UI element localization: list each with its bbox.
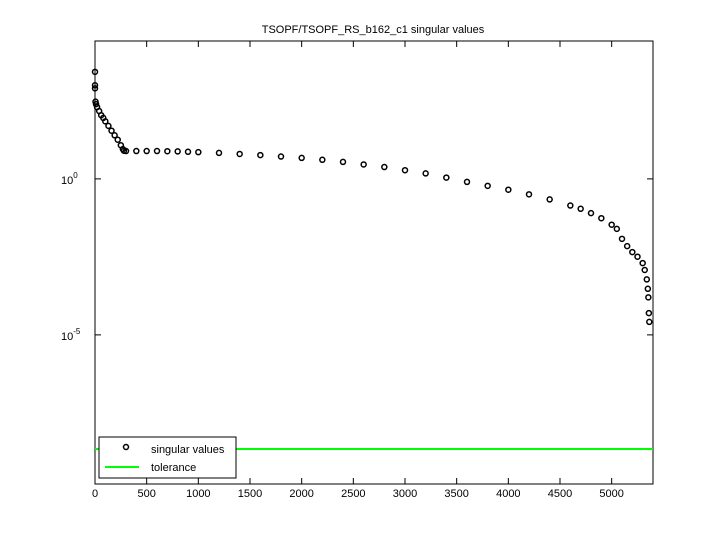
y-tick-label: 10-5 — [61, 327, 81, 343]
y-tick-exponent: -5 — [73, 327, 81, 336]
data-point — [111, 132, 118, 139]
chart-title: TSOPF/TSOPF_RS_b162_c1 singular values — [262, 24, 485, 36]
data-point — [644, 285, 652, 293]
data-point — [623, 242, 631, 250]
data-point — [463, 178, 471, 186]
data-point — [422, 170, 429, 177]
plot-frame — [94, 40, 654, 485]
data-point — [645, 294, 652, 301]
data-point — [443, 174, 450, 181]
data-point — [618, 235, 626, 243]
data-point — [91, 82, 99, 89]
data-point — [215, 149, 223, 157]
data-point — [92, 100, 100, 108]
legend-label: singular values — [151, 444, 225, 456]
x-tick-label: 3000 — [393, 488, 417, 500]
data-point — [608, 221, 615, 228]
data-point — [105, 122, 112, 130]
data-point — [639, 259, 646, 267]
data-point — [164, 147, 171, 155]
data-point — [646, 318, 653, 326]
data-point — [381, 163, 388, 171]
data-point — [236, 150, 243, 158]
data-point — [133, 147, 140, 155]
data-point — [401, 166, 409, 174]
data-point — [505, 186, 512, 193]
x-tick-label: 2000 — [289, 488, 313, 500]
data-point — [567, 202, 574, 209]
legend-label: tolerance — [151, 462, 196, 474]
data-point — [108, 127, 115, 134]
data-point — [319, 156, 326, 164]
data-point — [195, 148, 202, 156]
x-tick-label: 1000 — [186, 488, 210, 500]
x-tick-label: 4000 — [496, 488, 520, 500]
x-tick-label: 1500 — [238, 488, 262, 500]
x-tick-label: 500 — [137, 488, 155, 500]
data-point — [153, 147, 161, 155]
data-point — [484, 182, 491, 190]
data-point — [641, 266, 648, 274]
x-tick-label: 2500 — [341, 488, 365, 500]
data-point — [174, 148, 181, 155]
data-point — [587, 209, 595, 217]
data-point — [277, 153, 285, 160]
data-point — [91, 85, 99, 92]
data-point — [629, 248, 636, 256]
data-point — [257, 151, 264, 159]
x-tick-label: 0 — [92, 488, 98, 500]
data-point — [613, 225, 621, 233]
data-point — [643, 276, 651, 283]
data-point — [577, 205, 584, 213]
data-point — [645, 309, 653, 317]
data-point — [102, 118, 109, 125]
y-tick-base: 10 — [61, 331, 73, 343]
data-point — [143, 147, 150, 155]
data-point — [546, 196, 553, 203]
data-point — [122, 147, 130, 155]
x-tick-label: 5000 — [599, 488, 623, 500]
y-tick-label: 100 — [61, 171, 78, 187]
y-tick-exponent: 0 — [73, 171, 78, 180]
data-point — [525, 191, 533, 198]
legend-box — [98, 436, 237, 479]
data-point — [184, 148, 192, 156]
x-tick-label: 3500 — [444, 488, 468, 500]
data-point — [339, 158, 347, 166]
data-point — [298, 154, 305, 162]
data-point — [634, 253, 641, 260]
y-tick-base: 10 — [61, 175, 73, 187]
data-point — [360, 161, 367, 168]
data-point — [598, 214, 605, 222]
legend-marker — [122, 443, 130, 451]
data-point — [91, 68, 99, 76]
data-point — [114, 136, 121, 143]
x-tick-label: 4500 — [548, 488, 572, 500]
